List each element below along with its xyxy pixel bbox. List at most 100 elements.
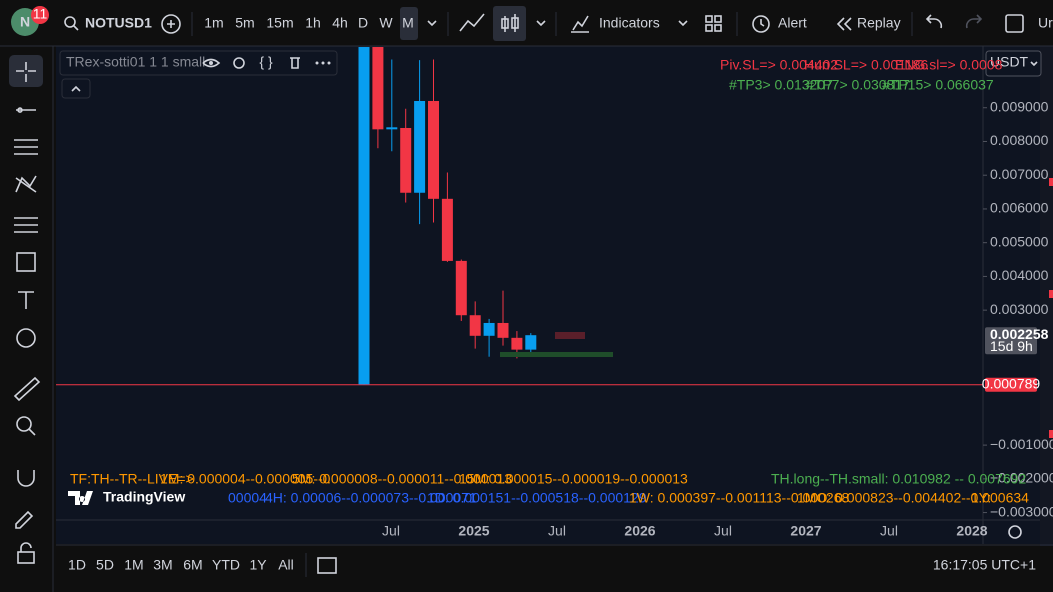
candle-body	[525, 335, 537, 350]
left-toolbar	[9, 55, 43, 564]
collapse-button[interactable]	[61, 78, 91, 99]
zone	[555, 332, 585, 339]
timeframe-levels: 4H: 0.00006--0.000073--0.000071	[265, 490, 477, 506]
replay-button[interactable]: Replay	[857, 15, 901, 31]
interval[interactable]: 1m	[204, 15, 223, 31]
y-tick-label: 0.004000	[990, 267, 1049, 283]
text-tool[interactable]	[18, 291, 34, 309]
interval[interactable]: 1h	[305, 15, 321, 31]
source-icon[interactable]: { }	[259, 54, 273, 70]
interval[interactable]: 15m	[266, 15, 293, 31]
draw-mode[interactable]	[15, 510, 34, 529]
x-tick-label: Jul	[880, 523, 898, 539]
timeframe-levels: 00004	[228, 490, 267, 506]
candle-body	[358, 47, 370, 385]
last-price-tag	[985, 327, 1037, 355]
timeframe-levels: 1Y:	[971, 490, 991, 506]
chart-pane	[56, 46, 983, 520]
target-level: #TP3> 0.013207	[729, 77, 833, 93]
line-tool[interactable]	[16, 107, 36, 113]
range-button[interactable]: 1D	[68, 557, 86, 573]
range-button[interactable]: 3M	[153, 557, 172, 573]
range-button[interactable]: YTD	[212, 557, 240, 573]
logo-text: TradingView	[103, 489, 185, 505]
magnet-tool[interactable]	[17, 470, 35, 487]
search-icon[interactable]	[64, 16, 76, 28]
settings[interactable]	[1008, 525, 1022, 539]
timeframe-levels: 5M: 0.000008--0.000011--0.000013	[292, 471, 512, 487]
price-axis	[983, 46, 1040, 520]
forecast-tool[interactable]	[14, 217, 38, 233]
y-tick-label: −0.003000	[990, 503, 1053, 519]
avatar-letter: N	[20, 14, 30, 30]
indicator-title[interactable]: TRex-sotti01 1 1 small	[66, 54, 205, 70]
timeframe-levels: 1D: 0.000151--0.000518--0.000129	[427, 490, 647, 506]
interval[interactable]: W	[379, 15, 393, 31]
chart-style[interactable]	[459, 13, 485, 32]
undo[interactable]	[925, 14, 943, 29]
compare-button[interactable]	[161, 14, 181, 34]
y-tick-label: 0.007000	[990, 166, 1049, 182]
threshold-levels: TH.long--TH.small: 0.010982 -- 0.007692	[771, 471, 1026, 487]
badge-count: 11	[33, 6, 48, 22]
ruler-tool[interactable]	[13, 376, 41, 402]
interval[interactable]: 5m	[235, 15, 254, 31]
timeframe-levels: 15M: 0.000015--0.000019--0.000013	[459, 471, 688, 487]
candle-body	[428, 100, 439, 199]
emoji-tool[interactable]	[16, 328, 36, 348]
interval[interactable]: D	[358, 15, 368, 31]
range-button[interactable]: All	[278, 557, 294, 573]
x-tick-label: Jul	[714, 523, 732, 539]
clock[interactable]: 16:17:05 UTC+1	[933, 557, 1036, 573]
candle-body	[483, 322, 495, 336]
indicators-button[interactable]: Indicators	[599, 15, 660, 31]
layout-name[interactable]: Ur	[1038, 15, 1053, 31]
shape-tool[interactable]	[16, 252, 36, 272]
x-tick-label: Jul	[382, 523, 400, 539]
interval[interactable]: 4h	[332, 15, 348, 31]
candle-body	[400, 127, 412, 193]
lock-tool[interactable]	[17, 551, 35, 564]
stop-level: Hun.SL=> 0.001186	[804, 57, 929, 73]
range-button[interactable]: 1Y	[249, 557, 267, 573]
candle-body	[372, 47, 384, 130]
cursor-tool[interactable]	[9, 55, 43, 87]
symbol[interactable]: NOTUSD1	[85, 15, 152, 31]
zone	[500, 352, 613, 357]
y-tick-label: 0.003000	[990, 301, 1049, 317]
x-tick-label: Jul	[548, 523, 566, 539]
price-line-tag	[985, 377, 1037, 392]
x-tick-label: 2028	[956, 523, 987, 539]
fib-tool[interactable]	[14, 139, 38, 155]
range-button[interactable]: 1M	[124, 557, 143, 573]
y-tick-label: −0.002000	[990, 470, 1053, 486]
candle-body	[455, 260, 467, 316]
timeframe-levels: 1W: 0.000397--0.001113--0.000268	[629, 490, 849, 506]
stop-level: Piv.SL=> 0.004402	[720, 57, 838, 73]
x-tick-label: 2025	[458, 523, 489, 539]
target-level: #TP7> 0.030817	[806, 77, 910, 93]
legend-box	[59, 50, 338, 76]
x-tick-label: 2026	[624, 523, 655, 539]
goto-date[interactable]	[317, 557, 337, 574]
logo-mark	[68, 491, 93, 505]
range-button[interactable]: 6M	[183, 557, 202, 573]
pattern-tool[interactable]	[15, 175, 37, 193]
badge	[31, 6, 49, 24]
timeframe-levels: TF:TH--TR--LIVE=>	[70, 471, 194, 487]
redo[interactable]	[965, 14, 983, 29]
last-price-label: 0.002258	[990, 326, 1049, 342]
interval[interactable]: M	[402, 15, 414, 31]
candle-body	[511, 337, 523, 350]
countdown: 15d 9h	[990, 338, 1033, 354]
price-line-label: 0.000789	[982, 375, 1041, 391]
candle-body	[386, 127, 398, 130]
zoom-tool[interactable]	[16, 416, 32, 432]
y-tick-label: −0.001000	[990, 436, 1053, 452]
candle-body	[414, 100, 426, 193]
range-button[interactable]: 5D	[96, 557, 114, 573]
time-axis	[56, 520, 1040, 544]
currency-button[interactable]	[985, 50, 1042, 77]
alert-button[interactable]: Alert	[778, 15, 807, 31]
